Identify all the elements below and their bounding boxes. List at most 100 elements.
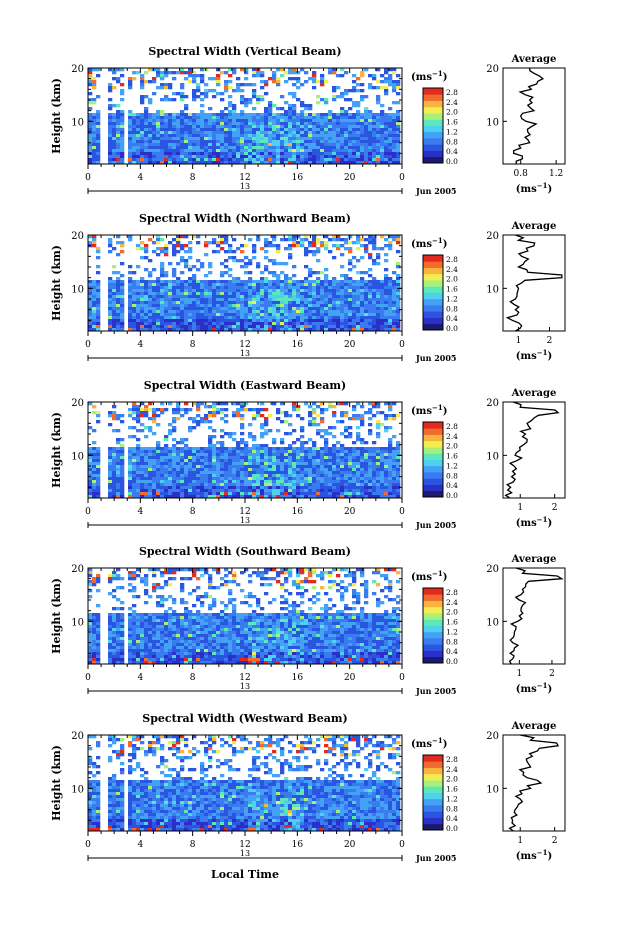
heatmap-cell xyxy=(344,426,349,430)
heatmap-cell xyxy=(364,128,369,132)
heatmap-cell xyxy=(268,131,273,135)
heatmap-cell xyxy=(344,161,349,165)
heatmap-cell xyxy=(324,456,329,460)
heatmap-cell xyxy=(308,447,313,451)
heatmap-cell xyxy=(140,119,145,123)
heatmap-cell xyxy=(332,298,337,302)
heatmap-cell xyxy=(292,155,297,159)
heatmap-cell xyxy=(288,456,293,460)
heatmap-cell xyxy=(212,328,217,332)
heatmap-cell xyxy=(108,98,113,102)
heatmap-cell xyxy=(280,325,285,329)
heatmap-cell xyxy=(248,101,253,105)
heatmap-cell xyxy=(320,486,325,490)
heatmap-cell xyxy=(372,241,377,245)
heatmap-cell xyxy=(92,134,97,138)
heatmap-cell xyxy=(300,83,305,87)
heatmap-cell xyxy=(256,414,261,418)
heatmap-cell xyxy=(204,459,209,463)
heatmap-cell xyxy=(304,313,309,317)
heatmap-cell xyxy=(164,146,169,150)
colorbar-tick-label: 0.4 xyxy=(446,314,458,323)
heatmap-cell xyxy=(204,325,209,329)
heatmap-cell xyxy=(168,325,173,329)
heatmap-cell xyxy=(316,429,321,433)
heatmap-cell xyxy=(140,480,145,484)
heatmap-cell xyxy=(224,131,229,135)
heatmap-cell xyxy=(316,474,321,478)
heatmap-cell xyxy=(244,402,249,406)
heatmap-cell xyxy=(388,319,393,323)
heatmap-cell xyxy=(344,119,349,123)
heatmap-cell xyxy=(248,238,253,242)
heatmap-cell xyxy=(96,134,101,138)
heatmap-cell xyxy=(372,450,377,454)
heatmap-cell xyxy=(284,110,289,114)
heatmap-cell xyxy=(200,140,205,144)
heatmap-cell xyxy=(244,453,249,457)
heatmap-cell xyxy=(300,116,305,120)
heatmap-cell xyxy=(192,95,197,99)
heatmap-cell xyxy=(248,137,253,141)
heatmap-cell xyxy=(356,301,361,305)
heatmap-cell xyxy=(356,462,361,466)
heatmap-cell xyxy=(304,119,309,123)
heatmap-cell xyxy=(116,292,121,296)
heatmap-cell xyxy=(144,486,149,490)
heatmap-cell xyxy=(172,122,177,126)
heatmap-cell xyxy=(288,119,293,123)
heatmap-cell xyxy=(376,143,381,147)
heatmap-cell xyxy=(284,113,289,117)
heatmap-cell xyxy=(168,471,173,475)
heatmap-cell xyxy=(92,480,97,484)
heatmap-cell xyxy=(336,420,341,424)
heatmap-cell xyxy=(156,313,161,317)
heatmap-cell xyxy=(204,477,209,481)
heatmap-cell xyxy=(344,113,349,117)
heatmap-cell xyxy=(152,158,157,162)
heatmap-cell xyxy=(320,471,325,475)
heatmap-cell xyxy=(228,158,233,162)
heatmap-cell xyxy=(336,474,341,478)
heatmap-cell xyxy=(372,295,377,299)
heatmap-cell xyxy=(324,328,329,332)
heatmap-cell xyxy=(92,131,97,135)
heatmap-cell xyxy=(268,304,273,308)
heatmap-cell xyxy=(324,131,329,135)
heatmap-cell xyxy=(92,289,97,293)
heatmap-cell xyxy=(128,77,133,81)
heatmap-cell xyxy=(260,471,265,475)
heatmap-cell xyxy=(300,143,305,147)
heatmap-cell xyxy=(232,319,237,323)
heatmap-cell xyxy=(220,462,225,466)
heatmap-cell xyxy=(332,292,337,296)
heatmap-cell xyxy=(340,325,345,329)
heatmap-cell xyxy=(180,438,185,442)
colorbar-swatch xyxy=(423,311,443,318)
heatmap-cell xyxy=(380,313,385,317)
heatmap-cell xyxy=(160,477,165,481)
heatmap-cell xyxy=(396,474,401,478)
heatmap-cell xyxy=(300,474,305,478)
heatmap-cell xyxy=(176,304,181,308)
heatmap-cell xyxy=(212,304,217,308)
heatmap-cell xyxy=(164,125,169,129)
heatmap-cell xyxy=(252,313,257,317)
heatmap-cell xyxy=(372,304,377,308)
heatmap-cell xyxy=(388,292,393,296)
heatmap-cell xyxy=(196,128,201,132)
average-unit-base: (ms xyxy=(516,184,537,195)
heatmap-cell xyxy=(256,113,261,117)
heatmap-cell xyxy=(232,116,237,120)
heatmap-cell xyxy=(352,468,357,472)
heatmap-cell xyxy=(120,131,125,135)
heatmap-cell xyxy=(328,298,333,302)
heatmap-cell xyxy=(276,319,281,323)
heatmap-cell xyxy=(372,289,377,293)
heatmap-cell xyxy=(144,435,149,439)
heatmap-cell xyxy=(272,402,277,406)
heatmap-cell xyxy=(376,298,381,302)
heatmap-cell xyxy=(156,474,161,478)
heatmap-cell xyxy=(112,450,117,454)
heatmap-cell xyxy=(308,134,313,138)
